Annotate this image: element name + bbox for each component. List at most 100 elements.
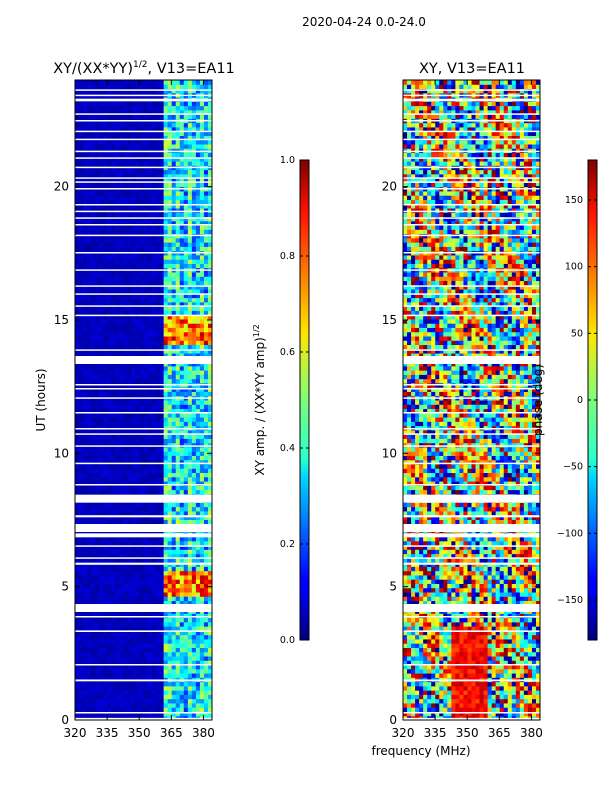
amplitude-cell <box>171 152 177 158</box>
amplitude-cell <box>207 579 212 584</box>
amplitude-cell <box>75 152 80 158</box>
amplitude-cell <box>75 651 80 657</box>
amplitude-cell <box>115 105 120 111</box>
amplitude-cell <box>175 412 181 418</box>
amplitude-cell <box>127 374 132 380</box>
amplitude-cell <box>79 336 84 341</box>
amplitude-cell <box>83 148 88 154</box>
amplitude-cell <box>191 293 197 299</box>
amplitude-cell <box>87 327 92 333</box>
amplitude-cell <box>207 126 212 132</box>
amplitude-cell <box>131 485 136 491</box>
amplitude-cell <box>83 331 88 337</box>
amplitude-cell <box>119 178 124 183</box>
amplitude-cell <box>187 353 193 358</box>
amplitude-cell <box>167 660 173 666</box>
amplitude-cell <box>159 417 165 422</box>
amplitude-cell <box>111 135 116 141</box>
amplitude-cell <box>195 579 201 584</box>
amplitude-cell <box>115 225 120 230</box>
amplitude-cell <box>203 702 209 708</box>
amplitude-cell <box>127 148 132 154</box>
amplitude-cell <box>171 225 177 230</box>
amplitude-cell <box>207 353 212 358</box>
amplitude-cell <box>191 169 197 175</box>
amplitude-cell <box>111 344 116 350</box>
amplitude-cell <box>167 613 173 619</box>
amplitude-cell <box>111 126 116 132</box>
amplitude-cell <box>103 336 108 341</box>
amplitude-cell <box>135 293 140 299</box>
amplitude-cell <box>163 455 169 461</box>
amplitude-cell <box>111 707 116 712</box>
amplitude-cell <box>127 630 132 636</box>
amplitude-cell <box>103 374 108 380</box>
amplitude-cell <box>83 660 88 666</box>
amplitude-cell <box>175 310 181 316</box>
amplitude-cell <box>119 540 124 546</box>
amplitude-cell <box>123 344 128 350</box>
amplitude-cell <box>143 114 149 119</box>
amplitude-cell <box>143 536 149 542</box>
amplitude-cell <box>183 144 189 149</box>
amplitude-cell <box>175 144 181 149</box>
amplitude-cell <box>151 626 157 631</box>
amplitude-cell <box>75 596 80 602</box>
amplitude-cell <box>103 690 108 695</box>
amplitude-cell <box>183 668 189 674</box>
amplitude-cell <box>107 169 112 175</box>
amplitude-cell <box>179 438 185 444</box>
amplitude-cell <box>119 434 124 439</box>
amplitude-cell <box>151 387 157 392</box>
amplitude-cell <box>103 101 108 107</box>
amplitude-cell <box>191 647 197 653</box>
amplitude-cell <box>127 451 132 456</box>
amplitude-cell <box>143 587 149 593</box>
amplitude-cell <box>75 216 80 222</box>
amplitude-cell <box>195 694 201 700</box>
amplitude-cell <box>139 135 144 141</box>
amplitude-cell <box>199 225 205 230</box>
amplitude-cell <box>91 306 96 311</box>
amplitude-cell <box>83 566 88 572</box>
amplitude-cell <box>151 378 157 384</box>
amplitude-cell <box>179 515 185 520</box>
amplitude-cell <box>167 101 173 107</box>
amplitude-cell <box>91 318 96 324</box>
amplitude-cell <box>131 412 136 418</box>
amplitude-cell <box>151 301 157 307</box>
amplitude-cell <box>115 464 120 469</box>
amplitude-cell <box>151 203 157 209</box>
amplitude-cell <box>87 574 92 580</box>
amplitude-cell <box>191 485 197 491</box>
amplitude-cell <box>159 340 165 346</box>
amplitude-cell <box>103 323 108 328</box>
amplitude-cell <box>191 365 197 371</box>
amplitude-cell <box>79 647 84 653</box>
amplitude-cell <box>155 442 161 448</box>
amplitude-cell <box>95 344 100 350</box>
amplitude-cell <box>159 711 165 717</box>
amplitude-cell <box>187 169 193 175</box>
amplitude-cell <box>163 109 169 115</box>
amplitude-cell <box>195 408 201 414</box>
amplitude-cell <box>195 391 201 397</box>
amplitude-cell <box>163 451 169 456</box>
amplitude-cell <box>135 148 140 154</box>
amplitude-cell <box>183 630 189 636</box>
amplitude-cell <box>135 344 140 350</box>
amplitude-cell <box>111 519 116 525</box>
amplitude-cell <box>127 557 132 563</box>
amplitude-cell <box>175 579 181 584</box>
amplitude-cell <box>75 592 80 597</box>
amplitude-cell <box>175 600 181 606</box>
amplitude-cell <box>203 195 209 200</box>
amplitude-cell <box>187 246 193 252</box>
amplitude-cell <box>179 566 185 572</box>
amplitude-cell <box>195 464 201 469</box>
amplitude-cell <box>167 587 173 593</box>
amplitude-cell <box>131 634 136 640</box>
amplitude-cell <box>95 114 100 119</box>
amplitude-cell <box>159 135 165 141</box>
amplitude-cell <box>99 472 104 478</box>
